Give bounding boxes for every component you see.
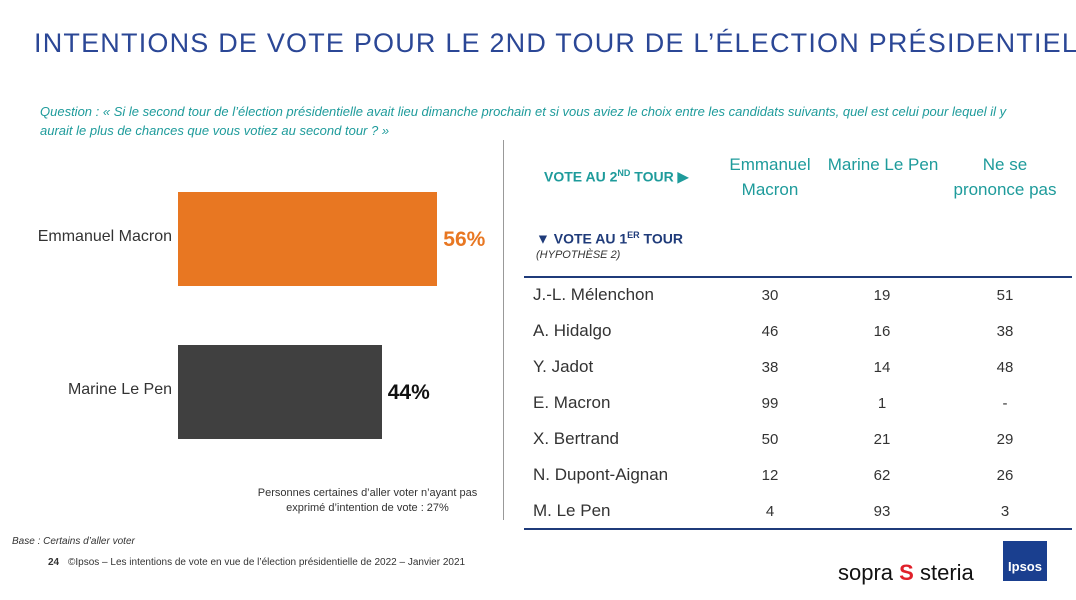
sup: ND: [617, 168, 631, 178]
cell: 4: [765, 503, 775, 520]
text: TOUR ▶: [630, 168, 689, 185]
cell: 46: [761, 323, 779, 340]
row-label: X. Bertrand: [533, 429, 619, 448]
cell: 21: [873, 431, 891, 448]
cell: 99: [761, 395, 779, 412]
row-label: E. Macron: [533, 393, 611, 412]
value-label: 56%: [443, 228, 486, 251]
cell: 26: [996, 467, 1014, 484]
cell: 1: [877, 395, 887, 412]
cell: 38: [761, 359, 779, 376]
cell: 16: [873, 323, 891, 340]
category-label: Marine Le Pen: [67, 381, 172, 398]
page-number: 24: [48, 557, 60, 568]
text: VOTE AU 2: [544, 168, 618, 185]
column-header: Ne se prononce pas: [953, 155, 1057, 199]
logo-text: steria: [919, 560, 974, 585]
cell: 48: [996, 359, 1014, 376]
note: Personnes certaines d’aller voter n’ayan…: [257, 487, 478, 514]
cell: 51: [996, 287, 1014, 304]
logo-text: sopra: [838, 560, 894, 585]
title: INTENTIONS DE VOTE POUR LE 2ND TOUR DE L…: [34, 28, 1076, 58]
cell: 29: [996, 431, 1014, 448]
column-header: Emmanuel Macron: [729, 155, 811, 199]
text: TOUR: [639, 230, 683, 247]
logo: sopra S steria: [838, 560, 974, 586]
cell: 3: [1000, 503, 1010, 520]
row-label: N. Dupont-Aignan: [533, 465, 669, 484]
bar: [178, 192, 438, 286]
cell: 38: [996, 323, 1014, 340]
cell: 12: [761, 467, 779, 484]
cell: 30: [761, 287, 779, 304]
second-round-header: VOTE AU 2ND TOUR ▶: [544, 168, 688, 186]
cell: 62: [873, 467, 891, 484]
cell: 93: [873, 503, 891, 520]
value-label: 44%: [387, 381, 430, 404]
bar: [178, 345, 382, 439]
text: ▼ VOTE AU 1: [536, 230, 628, 247]
cell: 19: [873, 287, 891, 304]
sup: ER: [627, 230, 640, 240]
table-rule: [524, 528, 1072, 530]
divider: [503, 140, 504, 520]
logo-mark: S: [899, 560, 914, 585]
hypothesis: (HYPOTHÈSE 2): [536, 249, 621, 261]
row-label: A. Hidalgo: [533, 321, 612, 340]
logo-ipsos: Ipsos: [1003, 541, 1047, 581]
cell: 50: [761, 431, 779, 448]
base: Base : Certains d’aller voter: [12, 536, 135, 547]
row-label: M. Le Pen: [533, 501, 611, 520]
cell: -: [1002, 395, 1008, 412]
question: Question : « Si le second tour de l’élec…: [40, 104, 1007, 138]
row-label: Y. Jadot: [533, 357, 594, 376]
row-label: J.-L. Mélenchon: [533, 285, 654, 304]
category-label: Emmanuel Macron: [37, 228, 172, 245]
table-rule: [524, 276, 1072, 278]
cell: 14: [873, 359, 891, 376]
column-header: Marine Le Pen: [827, 155, 939, 174]
source: ©Ipsos – Les intentions de vote en vue d…: [68, 557, 466, 568]
first-round-header: ▼ VOTE AU 1ER TOUR: [536, 230, 683, 247]
